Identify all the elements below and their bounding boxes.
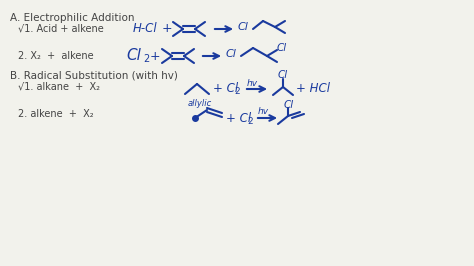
Text: 2. alkene  +  X₂: 2. alkene + X₂ <box>18 109 94 119</box>
Text: Cl: Cl <box>284 100 294 110</box>
Text: Cl: Cl <box>238 22 249 32</box>
Text: 2: 2 <box>143 54 149 64</box>
Text: 2. X₂  +  alkene: 2. X₂ + alkene <box>18 51 94 61</box>
Text: + HCl: + HCl <box>296 82 330 95</box>
Text: Cl: Cl <box>277 43 287 53</box>
Text: +: + <box>162 23 173 35</box>
Text: + Cl: + Cl <box>226 111 251 124</box>
Text: 2: 2 <box>247 117 253 126</box>
Text: hv: hv <box>258 107 269 117</box>
Text: Cl: Cl <box>278 70 288 80</box>
Text: +: + <box>150 49 161 63</box>
Text: √1. Acid + alkene: √1. Acid + alkene <box>18 24 104 34</box>
Text: B. Radical Substitution (with hv): B. Radical Substitution (with hv) <box>10 71 178 81</box>
Text: allylic: allylic <box>188 99 212 109</box>
Text: Cl: Cl <box>226 49 237 59</box>
Text: 2: 2 <box>234 88 240 97</box>
Text: A. Electrophilic Addition: A. Electrophilic Addition <box>10 13 135 23</box>
Text: Cl: Cl <box>126 48 141 64</box>
Text: √1. alkane  +  X₂: √1. alkane + X₂ <box>18 82 100 92</box>
Text: + Cl: + Cl <box>213 82 238 95</box>
Text: H-Cl: H-Cl <box>133 23 158 35</box>
Text: hv: hv <box>247 78 258 88</box>
